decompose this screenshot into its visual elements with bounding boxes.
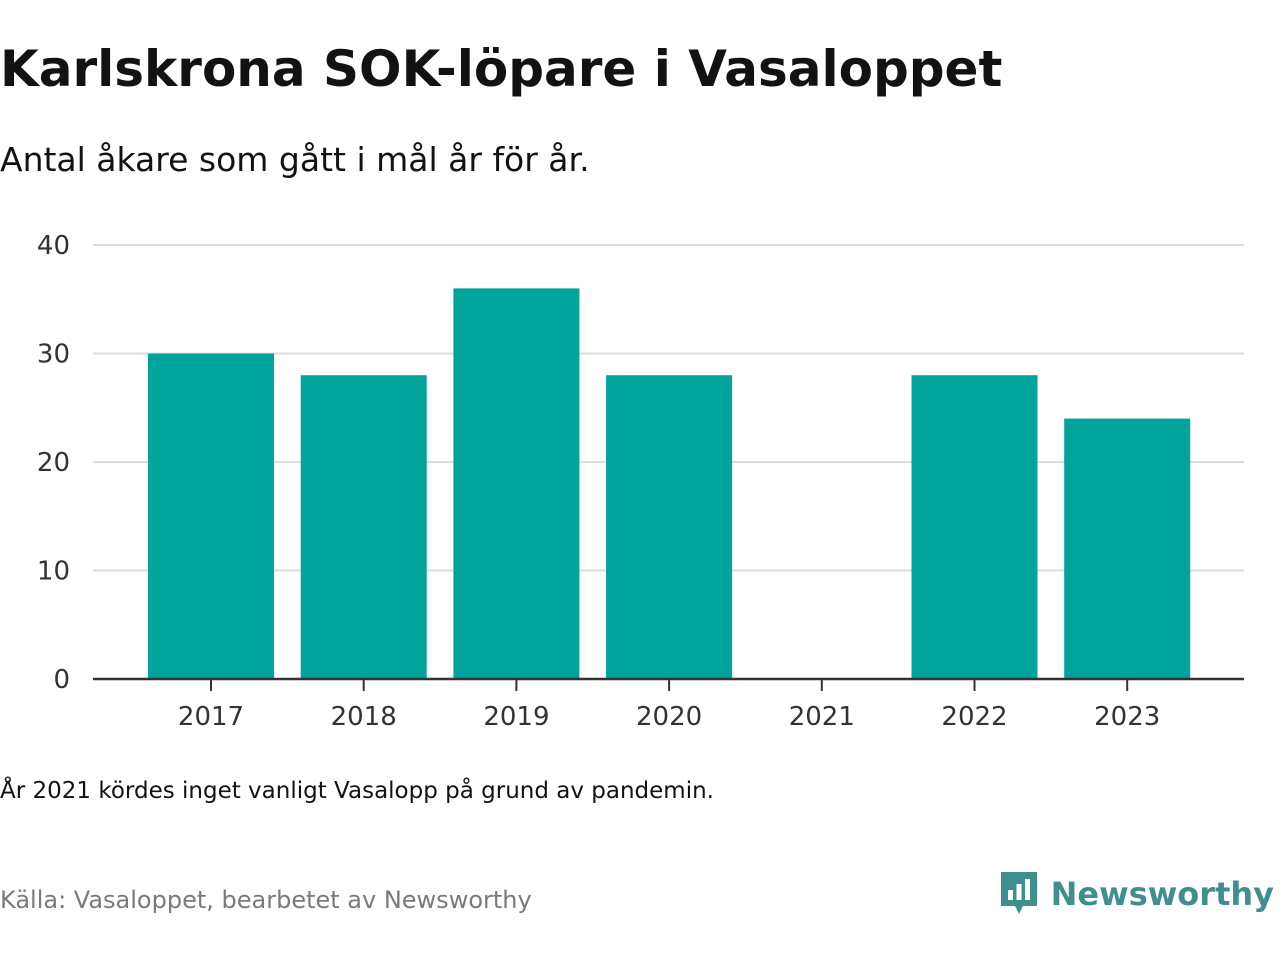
y-tick-label: 40 bbox=[37, 231, 70, 261]
bar-2017 bbox=[148, 353, 274, 679]
chart-subtitle: Antal åkare som gått i mål år för år. bbox=[0, 140, 590, 179]
bar-2020 bbox=[606, 375, 733, 679]
bars bbox=[148, 288, 1191, 679]
brand-name: Newsworthy bbox=[1050, 875, 1274, 913]
bar-chart: 0 10 20 30 40 2017 2018 2019 2020 2021 2022 2023 bbox=[37, 231, 1244, 732]
x-tick-label: 2022 bbox=[941, 702, 1007, 732]
y-tick-label: 10 bbox=[37, 557, 70, 587]
source-credit: Källa: Vasaloppet, bearbetet av Newswort… bbox=[0, 886, 532, 914]
x-tick-label: 2020 bbox=[636, 702, 702, 732]
x-tick-label: 2019 bbox=[483, 702, 549, 732]
bar-2019 bbox=[453, 288, 580, 679]
y-axis-ticks: 0 10 20 30 40 bbox=[37, 231, 70, 695]
chart-title: Karlskrona SOK-löpare i Vasaloppet bbox=[0, 40, 1003, 98]
bar-2018 bbox=[300, 375, 427, 679]
y-tick-label: 20 bbox=[37, 448, 70, 478]
y-tick-label: 0 bbox=[53, 665, 70, 695]
newsworthy-logo-icon bbox=[1000, 872, 1037, 914]
x-tick-label: 2023 bbox=[1094, 702, 1160, 732]
x-axis-ticks: 2017 2018 2019 2020 2021 2022 2023 bbox=[178, 679, 1160, 732]
x-tick-label: 2017 bbox=[178, 702, 244, 732]
x-tick-label: 2021 bbox=[789, 702, 855, 732]
footnote: År 2021 kördes inget vanligt Vasalopp på… bbox=[0, 778, 714, 804]
y-tick-label: 30 bbox=[37, 340, 70, 370]
bar-2022 bbox=[911, 375, 1038, 679]
bar-2023 bbox=[1064, 418, 1191, 679]
x-tick-label: 2018 bbox=[331, 702, 397, 732]
brand-logo: Newsworthy bbox=[999, 870, 1274, 918]
